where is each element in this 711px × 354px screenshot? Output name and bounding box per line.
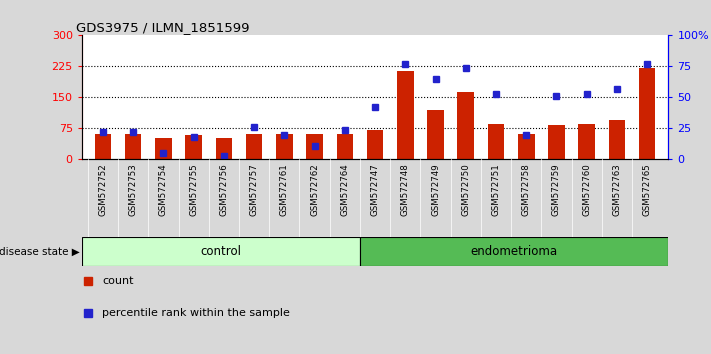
Text: GSM572751: GSM572751 (491, 163, 501, 216)
Text: percentile rank within the sample: percentile rank within the sample (102, 308, 290, 318)
Text: GSM572752: GSM572752 (98, 163, 107, 216)
Text: GSM572762: GSM572762 (310, 163, 319, 216)
Text: GSM572765: GSM572765 (643, 163, 652, 216)
Bar (639, 68, 656, 159)
Text: GSM572761: GSM572761 (280, 163, 289, 216)
Text: GSM572757: GSM572757 (250, 163, 259, 216)
Bar (125, 134, 141, 159)
Bar (578, 124, 595, 159)
Bar (276, 134, 293, 159)
Bar (427, 110, 444, 159)
Bar (215, 138, 232, 159)
Bar (155, 138, 172, 159)
Text: GSM572760: GSM572760 (582, 163, 592, 216)
Bar (336, 134, 353, 159)
Text: GSM572750: GSM572750 (461, 163, 470, 216)
Bar (367, 130, 383, 159)
Text: GSM572759: GSM572759 (552, 163, 561, 216)
Text: GSM572747: GSM572747 (370, 163, 380, 216)
Text: GSM572756: GSM572756 (220, 163, 228, 216)
Text: GSM572758: GSM572758 (522, 163, 530, 216)
Text: control: control (201, 245, 241, 258)
Bar (397, 70, 414, 159)
Text: GSM572749: GSM572749 (431, 163, 440, 216)
Text: GSM572753: GSM572753 (129, 163, 138, 216)
Bar (95, 134, 111, 159)
Text: GSM572763: GSM572763 (612, 163, 621, 216)
Text: count: count (102, 276, 134, 286)
Bar (488, 124, 504, 159)
Bar (548, 125, 565, 159)
Bar (186, 135, 202, 159)
Text: GSM572764: GSM572764 (341, 163, 349, 216)
Text: GSM572754: GSM572754 (159, 163, 168, 216)
Bar (609, 120, 625, 159)
Bar (360, 237, 668, 266)
Text: GDS3975 / ILMN_1851599: GDS3975 / ILMN_1851599 (76, 21, 250, 34)
Text: GSM572755: GSM572755 (189, 163, 198, 216)
Bar (518, 134, 535, 159)
Bar (82, 237, 360, 266)
Text: disease state ▶: disease state ▶ (0, 246, 80, 256)
Bar (246, 134, 262, 159)
Bar (457, 92, 474, 159)
Text: GSM572748: GSM572748 (401, 163, 410, 216)
Bar (306, 134, 323, 159)
Text: endometrioma: endometrioma (471, 245, 557, 258)
